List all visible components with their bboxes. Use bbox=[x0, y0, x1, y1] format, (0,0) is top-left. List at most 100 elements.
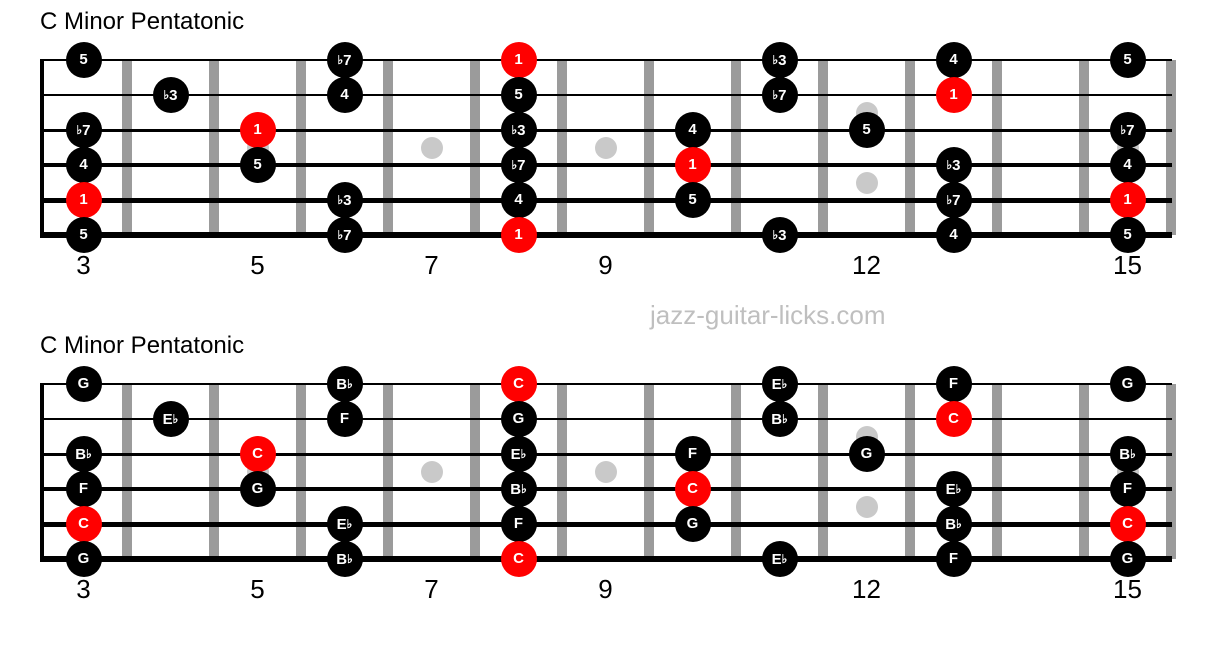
fret-wire bbox=[557, 384, 567, 559]
fret-wire bbox=[905, 60, 915, 235]
fret-wire bbox=[905, 384, 915, 559]
note-dot: F bbox=[936, 366, 972, 402]
note-dot: F bbox=[1110, 471, 1146, 507]
string-line bbox=[40, 163, 1172, 167]
note-dot: ♭3 bbox=[153, 77, 189, 113]
nut-line bbox=[40, 60, 44, 235]
note-root: 1 bbox=[501, 42, 537, 78]
note-dot: ♭7 bbox=[327, 217, 363, 253]
note-dot: B♭ bbox=[327, 366, 363, 402]
note-dot: E♭ bbox=[501, 436, 537, 472]
note-dot: 5 bbox=[675, 182, 711, 218]
note-dot: G bbox=[501, 401, 537, 437]
string-line bbox=[40, 59, 1172, 61]
note-dot: E♭ bbox=[762, 541, 798, 577]
note-dot: 4 bbox=[327, 77, 363, 113]
fret-wire bbox=[122, 384, 132, 559]
fret-wire bbox=[209, 60, 219, 235]
fret-wire bbox=[470, 60, 480, 235]
note-dot: ♭7 bbox=[66, 112, 102, 148]
page: C Minor Pentatonic5♭3♭741515♭74♭3♭715♭3♭… bbox=[0, 0, 1206, 662]
string-line bbox=[40, 383, 1172, 385]
note-dot: G bbox=[1110, 366, 1146, 402]
note-dot: 5 bbox=[66, 42, 102, 78]
note-root: 1 bbox=[66, 182, 102, 218]
fret-wire bbox=[818, 384, 828, 559]
string-line bbox=[40, 198, 1172, 203]
fret-inlay bbox=[595, 137, 617, 159]
note-dot: 4 bbox=[936, 42, 972, 78]
note-dot: B♭ bbox=[762, 401, 798, 437]
note-dot: 4 bbox=[1110, 147, 1146, 183]
fret-wire bbox=[644, 384, 654, 559]
note-root: C bbox=[501, 366, 537, 402]
note-root: 1 bbox=[936, 77, 972, 113]
note-dot: B♭ bbox=[66, 436, 102, 472]
note-dot: G bbox=[66, 366, 102, 402]
note-dot: F bbox=[501, 506, 537, 542]
note-dot: 4 bbox=[936, 217, 972, 253]
note-dot: ♭7 bbox=[327, 42, 363, 78]
note-dot: E♭ bbox=[153, 401, 189, 437]
fret-wire bbox=[1166, 60, 1176, 235]
fret-number-label: 5 bbox=[250, 250, 264, 281]
fret-wire bbox=[1079, 384, 1089, 559]
fret-number-label: 7 bbox=[424, 250, 438, 281]
note-root: C bbox=[240, 436, 276, 472]
note-dot: G bbox=[66, 541, 102, 577]
note-dot: ♭3 bbox=[501, 112, 537, 148]
fretboard-diagram: GE♭B♭FCGCGB♭FE♭B♭CGE♭B♭FCFCGE♭B♭E♭GFCE♭B… bbox=[40, 384, 1172, 559]
string-line bbox=[40, 129, 1172, 132]
note-dot: 5 bbox=[501, 77, 537, 113]
fret-number-label: 12 bbox=[852, 250, 881, 281]
fret-wire bbox=[296, 60, 306, 235]
note-dot: 5 bbox=[1110, 42, 1146, 78]
watermark-text: jazz-guitar-licks.com bbox=[650, 300, 886, 331]
fret-number-label: 12 bbox=[852, 574, 881, 605]
fret-wire bbox=[209, 384, 219, 559]
note-root: C bbox=[66, 506, 102, 542]
fret-wire bbox=[731, 384, 741, 559]
fret-number-label: 3 bbox=[76, 574, 90, 605]
fret-wire bbox=[644, 60, 654, 235]
fret-number-label: 7 bbox=[424, 574, 438, 605]
note-dot: ♭3 bbox=[327, 182, 363, 218]
string-line bbox=[40, 232, 1172, 238]
fret-wire bbox=[1079, 60, 1089, 235]
note-dot: 4 bbox=[66, 147, 102, 183]
string-line bbox=[40, 522, 1172, 527]
note-dot: G bbox=[675, 506, 711, 542]
note-dot: G bbox=[849, 436, 885, 472]
fret-number-label: 9 bbox=[598, 574, 612, 605]
note-dot: B♭ bbox=[936, 506, 972, 542]
note-root: C bbox=[675, 471, 711, 507]
fret-wire bbox=[383, 60, 393, 235]
fret-wire bbox=[731, 60, 741, 235]
note-dot: G bbox=[240, 471, 276, 507]
fret-inlay bbox=[856, 172, 878, 194]
string-line bbox=[40, 453, 1172, 456]
note-dot: ♭7 bbox=[501, 147, 537, 183]
fret-number-label: 5 bbox=[250, 574, 264, 605]
fret-wire bbox=[992, 60, 1002, 235]
note-dot: ♭3 bbox=[936, 147, 972, 183]
fret-number-label: 15 bbox=[1113, 574, 1142, 605]
note-root: 1 bbox=[240, 112, 276, 148]
note-dot: F bbox=[66, 471, 102, 507]
fret-wire bbox=[122, 60, 132, 235]
note-dot: B♭ bbox=[1110, 436, 1146, 472]
note-root: 1 bbox=[1110, 182, 1146, 218]
note-dot: E♭ bbox=[936, 471, 972, 507]
fret-wire bbox=[818, 60, 828, 235]
diagram-title: C Minor Pentatonic bbox=[40, 332, 244, 360]
note-dot: 5 bbox=[849, 112, 885, 148]
string-line bbox=[40, 94, 1172, 96]
note-dot: F bbox=[936, 541, 972, 577]
note-dot: E♭ bbox=[762, 366, 798, 402]
string-line bbox=[40, 556, 1172, 562]
note-dot: G bbox=[1110, 541, 1146, 577]
fret-wire bbox=[383, 384, 393, 559]
note-dot: ♭7 bbox=[936, 182, 972, 218]
fret-inlay bbox=[421, 461, 443, 483]
note-root: C bbox=[1110, 506, 1146, 542]
